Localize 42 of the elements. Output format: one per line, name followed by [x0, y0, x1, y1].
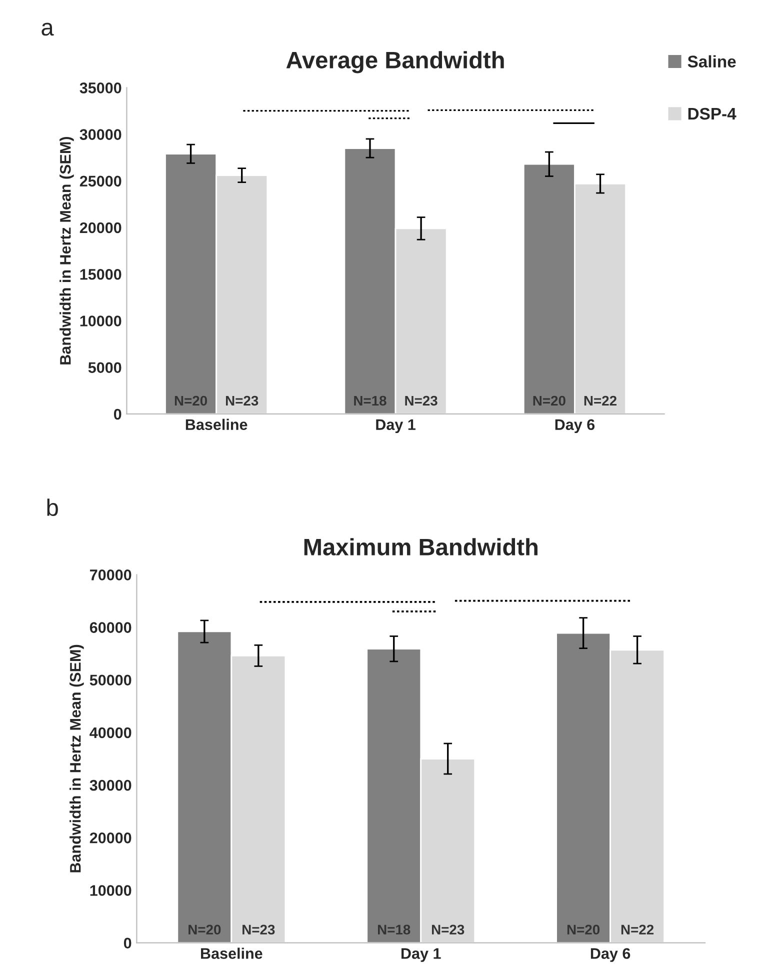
- y-tick-label: 20000: [80, 222, 122, 234]
- legend-label: Saline: [688, 55, 736, 68]
- y-tick-label: 25000: [80, 176, 122, 187]
- y-tick-label: 5000: [88, 362, 122, 374]
- text: b: [47, 498, 58, 516]
- annotation: N=23: [405, 396, 438, 406]
- y-tick-label: 10000: [90, 885, 132, 896]
- annotation: N=22: [621, 924, 654, 934]
- annotation: N=20: [533, 396, 566, 406]
- y-tick-label: 30000: [80, 129, 122, 140]
- y-tick-label: 30000: [90, 780, 132, 791]
- y-tick-label: 0: [124, 938, 132, 949]
- chart-title: Maximum Bandwidth: [304, 538, 538, 556]
- x-tick-label: Day 6: [590, 948, 630, 962]
- annotation: N=20: [567, 924, 600, 935]
- annotation: N=23: [226, 396, 258, 406]
- x-tick-label: Baseline: [201, 948, 262, 959]
- x-tick-label: Baseline: [186, 418, 248, 430]
- y-axis-title: Bandwidth in Hertz Mean (SEM): [70, 644, 84, 872]
- y-tick-label: 10000: [80, 316, 122, 326]
- annotation: N=20: [188, 924, 221, 935]
- chart-title: Average Bandwidth: [286, 51, 504, 74]
- annotation: N=23: [432, 924, 464, 935]
- y-tick-label: 0: [114, 408, 122, 420]
- annotation: N=20: [174, 396, 208, 406]
- annotation: N=18: [378, 924, 410, 935]
- x-tick-label: Day 6: [555, 419, 595, 434]
- y-tick-label: 70000: [90, 570, 132, 580]
- y-tick-label: 35000: [80, 82, 122, 94]
- annotation: N=18: [354, 396, 386, 406]
- y-axis-title: Bandwidth in Hertz Mean (SEM): [60, 136, 74, 364]
- y-tick-label: 50000: [90, 674, 132, 686]
- annotation: N=23: [242, 924, 275, 935]
- annotation: N=22: [584, 396, 616, 406]
- text: a: [42, 22, 54, 36]
- legend-label: DSP-4: [688, 108, 736, 120]
- y-tick-label: 40000: [90, 727, 132, 738]
- y-tick-label: 60000: [90, 622, 132, 633]
- y-tick-label: 20000: [90, 832, 132, 844]
- x-tick-label: Day 1: [376, 419, 416, 434]
- x-tick-label: Day 1: [402, 948, 441, 962]
- y-tick-label: 15000: [80, 268, 122, 280]
